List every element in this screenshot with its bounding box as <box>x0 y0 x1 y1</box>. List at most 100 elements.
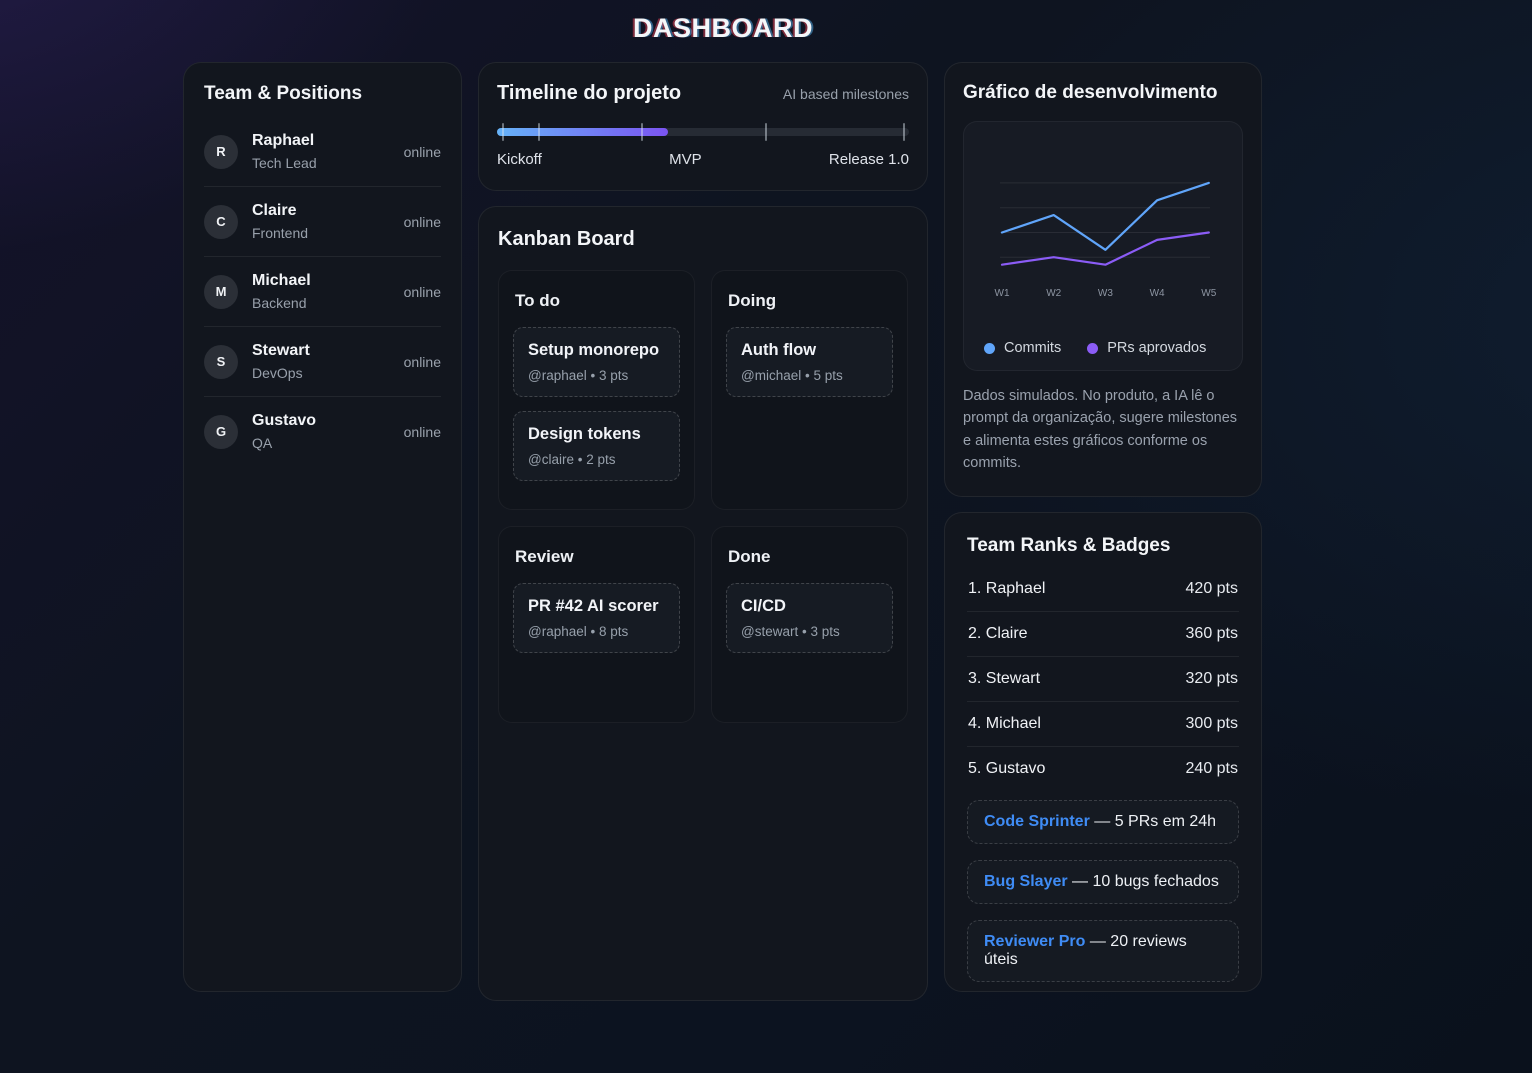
kanban-card[interactable]: PR #42 AI scorer @raphael • 8 pts <box>513 583 680 653</box>
middle-column: Timeline do projeto AI based milestones … <box>478 62 928 1001</box>
kanban-panel: Kanban Board To do Setup monorepo @rapha… <box>478 206 928 1001</box>
timeline-title: Timeline do projeto <box>497 82 682 104</box>
legend-dot-icon <box>984 342 995 354</box>
kanban-card-title: Auth flow <box>741 341 817 359</box>
rank-row: 5. Gustavo 240 pts <box>967 747 1239 791</box>
ranks-title: Team Ranks & Badges <box>967 535 1171 556</box>
kanban-card-title: CI/CD <box>741 597 786 615</box>
dev-chart-box: W1 W2 W3 W4 W5 Commits PRs aprovados <box>963 121 1243 371</box>
member-role: Frontend <box>252 225 309 241</box>
kanban-title: Kanban Board <box>498 228 635 250</box>
kanban-card[interactable]: Setup monorepo @raphael • 3 pts <box>513 327 680 397</box>
rank-name: 1. Raphael <box>968 580 1046 597</box>
member-status: online <box>403 213 441 230</box>
kanban-column: Done CI/CD @stewart • 3 pts <box>711 526 908 723</box>
legend-dot-icon <box>1087 342 1099 354</box>
team-member-row[interactable]: M Michael Backend online <box>204 257 441 327</box>
badges-list: Code Sprinter — 5 PRs em 24h Bug Slayer … <box>967 800 1239 982</box>
team-member-row[interactable]: G Gustavo QA online <box>204 397 441 466</box>
left-column: Team & Positions R Raphael Tech Lead onl… <box>183 62 462 992</box>
kanban-card[interactable]: CI/CD @stewart • 3 pts <box>726 583 893 653</box>
kanban-card-meta: @raphael • 3 pts <box>528 368 629 383</box>
timeline-track <box>497 128 909 136</box>
main-grid: Team & Positions R Raphael Tech Lead onl… <box>183 62 1262 1001</box>
rank-name: 2. Claire <box>968 625 1028 642</box>
kanban-grid: To do Setup monorepo @raphael • 3 pts De… <box>498 270 908 723</box>
rank-row: 1. Raphael 420 pts <box>967 567 1239 612</box>
timeline-panel: Timeline do projeto AI based milestones … <box>478 62 928 191</box>
badge-description: — 5 PRs em 24h <box>1094 813 1217 830</box>
kanban-card-meta: @michael • 5 pts <box>741 368 843 383</box>
timeline-subtitle: AI based milestones <box>782 85 909 102</box>
team-ranks-panel: Team Ranks & Badges 1. Raphael 420 pts 2… <box>944 512 1262 992</box>
team-member-row[interactable]: R Raphael Tech Lead online <box>204 117 441 187</box>
member-status: online <box>403 353 441 370</box>
member-status: online <box>403 423 441 440</box>
chart-x-label: W1 <box>995 288 1010 299</box>
milestone-label: Release 1.0 <box>828 151 909 168</box>
team-member-row[interactable]: S Stewart DevOps online <box>204 327 441 397</box>
badge-name: Bug Slayer <box>984 873 1068 890</box>
rank-points: 360 pts <box>1185 625 1238 642</box>
rank-name: 5. Gustavo <box>968 760 1046 777</box>
badge-chip: Bug Slayer — 10 bugs fechados <box>967 860 1239 904</box>
rank-name: 3. Stewart <box>968 670 1041 687</box>
avatar: M <box>204 274 238 309</box>
rank-row: 4. Michael 300 pts <box>967 702 1239 747</box>
kanban-card-meta: @stewart • 3 pts <box>741 624 840 639</box>
kanban-column-title: Review <box>515 547 574 566</box>
prs-line <box>1000 231 1210 266</box>
member-status: online <box>403 283 441 300</box>
rank-points: 300 pts <box>1185 715 1238 732</box>
dev-chart-svg: W1 W2 W3 W4 W5 <box>995 181 1217 299</box>
member-role: DevOps <box>252 365 303 381</box>
dev-chart-description: Dados simulados. No produto, a IA lê o p… <box>963 388 1238 472</box>
member-info: Gustavo QA <box>252 412 404 451</box>
page-title: DASHBOARD <box>633 13 813 43</box>
badge-name: Reviewer Pro <box>984 933 1086 950</box>
kanban-card-title: PR #42 AI scorer <box>528 597 659 615</box>
badge-description: — 20 reviews úteis <box>984 933 1187 968</box>
kanban-card[interactable]: Auth flow @michael • 5 pts <box>726 327 893 397</box>
kanban-column-title: Done <box>728 547 771 566</box>
legend-label: Commits <box>1004 340 1062 356</box>
kanban-column-title: Doing <box>728 291 777 310</box>
chart-x-label: W4 <box>1150 288 1165 299</box>
member-info: Michael Backend <box>252 272 404 311</box>
timeline-tick <box>902 123 905 141</box>
team-member-row[interactable]: C Claire Frontend online <box>204 187 441 257</box>
kanban-card[interactable]: Design tokens @claire • 2 pts <box>513 411 680 481</box>
member-name: Michael <box>252 272 311 289</box>
team-positions-panel: Team & Positions R Raphael Tech Lead onl… <box>183 62 462 992</box>
timeline-tick <box>501 123 504 141</box>
member-name: Stewart <box>252 342 310 359</box>
badge-name: Code Sprinter <box>984 813 1090 830</box>
kanban-column: To do Setup monorepo @raphael • 3 pts De… <box>498 270 695 510</box>
milestone-label: Kickoff <box>497 151 542 168</box>
member-name: Claire <box>252 202 297 219</box>
member-info: Stewart DevOps <box>252 342 404 381</box>
timeline-header: Timeline do projeto AI based milestones <box>497 82 909 105</box>
team-list: R Raphael Tech Lead online C Claire Fron… <box>204 117 441 466</box>
avatar: S <box>204 344 238 379</box>
timeline-tick <box>764 123 767 141</box>
badge-chip: Code Sprinter — 5 PRs em 24h <box>967 800 1239 844</box>
timeline-progress-fill <box>497 128 668 136</box>
timeline-bar <box>497 123 909 141</box>
rank-row: 3. Stewart 320 pts <box>967 657 1239 702</box>
timeline-tick <box>641 123 644 141</box>
rank-row: 2. Claire 360 pts <box>967 612 1239 657</box>
dev-chart-legend: Commits PRs aprovados <box>984 340 1206 356</box>
rank-points: 240 pts <box>1185 760 1238 777</box>
chart-x-label: W5 <box>1201 288 1216 299</box>
kanban-column: Review PR #42 AI scorer @raphael • 8 pts <box>498 526 695 723</box>
legend-label: PRs aprovados <box>1107 340 1207 356</box>
member-role: Tech Lead <box>252 155 317 171</box>
avatar: R <box>204 134 238 169</box>
chart-x-label: W3 <box>1098 288 1113 299</box>
kanban-column-title: To do <box>515 291 560 310</box>
member-role: Backend <box>252 295 307 311</box>
chart-x-label: W2 <box>1046 288 1061 299</box>
kanban-card-title: Design tokens <box>528 425 641 443</box>
